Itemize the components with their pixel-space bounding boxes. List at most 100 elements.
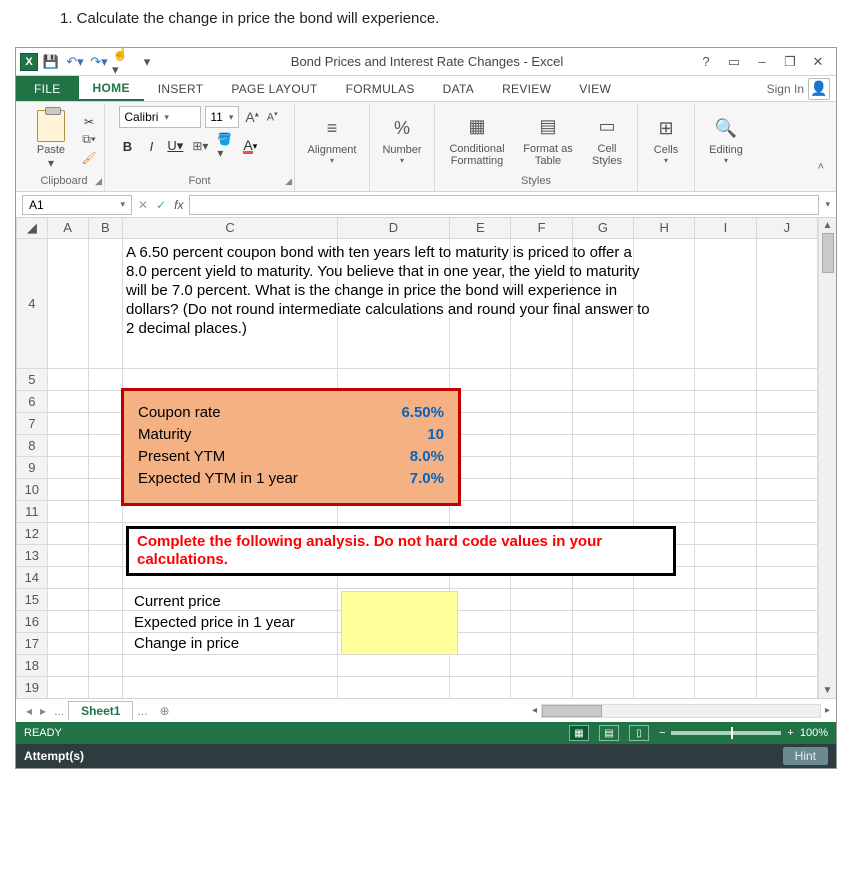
cell[interactable]: [337, 238, 449, 368]
italic-button[interactable]: I: [143, 139, 159, 154]
cell[interactable]: [572, 632, 633, 654]
cell[interactable]: [756, 654, 817, 676]
row-header[interactable]: 5: [17, 368, 48, 390]
cell[interactable]: [695, 632, 756, 654]
cell[interactable]: [47, 676, 88, 698]
cell[interactable]: [572, 566, 633, 588]
cell[interactable]: [123, 478, 338, 500]
cell[interactable]: [337, 500, 449, 522]
cell[interactable]: [47, 434, 88, 456]
cell[interactable]: [634, 434, 695, 456]
cell[interactable]: [634, 632, 695, 654]
cell[interactable]: [123, 368, 338, 390]
cell[interactable]: [511, 238, 572, 368]
redo-icon[interactable]: ↷▾: [88, 51, 110, 73]
row-header[interactable]: 7: [17, 412, 48, 434]
cell[interactable]: [756, 368, 817, 390]
maximize-icon[interactable]: ❐: [780, 54, 800, 70]
scroll-thumb[interactable]: [822, 233, 834, 273]
cell[interactable]: [756, 412, 817, 434]
cell[interactable]: [337, 632, 449, 654]
cell[interactable]: [572, 390, 633, 412]
editing-button[interactable]: 🔍 Editing ▾: [701, 112, 751, 167]
cell[interactable]: [634, 412, 695, 434]
cell[interactable]: [88, 632, 123, 654]
formula-input[interactable]: [189, 195, 819, 215]
cell[interactable]: [634, 588, 695, 610]
cell[interactable]: [450, 390, 511, 412]
sheet-nav-prev-icon[interactable]: ◂: [22, 704, 36, 718]
cell[interactable]: [47, 522, 88, 544]
cell[interactable]: [88, 522, 123, 544]
cell[interactable]: [337, 412, 449, 434]
collapse-ribbon-icon[interactable]: ˄: [818, 161, 824, 173]
cell[interactable]: [47, 478, 88, 500]
cancel-formula-icon[interactable]: ✕: [138, 198, 148, 212]
cell[interactable]: [123, 522, 338, 544]
cell[interactable]: [756, 522, 817, 544]
cell[interactable]: [511, 566, 572, 588]
page-layout-view-icon[interactable]: ▤: [599, 725, 619, 741]
font-name-select[interactable]: Calibri▾: [119, 106, 201, 128]
row-header[interactable]: 9: [17, 456, 48, 478]
col-header[interactable]: A: [47, 218, 88, 238]
row-header[interactable]: 11: [17, 500, 48, 522]
sheet-nav-next-icon[interactable]: ▸: [36, 704, 50, 718]
cell[interactable]: [756, 632, 817, 654]
cell[interactable]: [47, 456, 88, 478]
cell[interactable]: [450, 588, 511, 610]
cell[interactable]: [695, 654, 756, 676]
cell[interactable]: [450, 500, 511, 522]
row-header[interactable]: 8: [17, 434, 48, 456]
col-header[interactable]: C: [123, 218, 338, 238]
number-button[interactable]: % Number ▾: [376, 112, 428, 167]
cell[interactable]: [47, 390, 88, 412]
cell[interactable]: [756, 676, 817, 698]
bold-button[interactable]: B: [119, 139, 135, 154]
cut-icon[interactable]: ✂: [80, 114, 98, 130]
cell[interactable]: [88, 412, 123, 434]
cell[interactable]: [572, 368, 633, 390]
col-header[interactable]: I: [695, 218, 756, 238]
cell[interactable]: [695, 478, 756, 500]
cell[interactable]: [511, 654, 572, 676]
cell[interactable]: [450, 610, 511, 632]
cell[interactable]: [47, 412, 88, 434]
clipboard-launcher-icon[interactable]: ◢: [95, 176, 102, 187]
cell[interactable]: [634, 500, 695, 522]
cell[interactable]: [756, 544, 817, 566]
cell[interactable]: [695, 412, 756, 434]
zoom-control[interactable]: − + 100%: [659, 727, 828, 739]
row-header[interactable]: 16: [17, 610, 48, 632]
cell[interactable]: [695, 238, 756, 368]
zoom-slider[interactable]: [671, 731, 781, 735]
cell[interactable]: [88, 434, 123, 456]
name-box[interactable]: A1 ▾: [22, 195, 132, 215]
cell[interactable]: [450, 478, 511, 500]
cell[interactable]: [634, 566, 695, 588]
cell[interactable]: [695, 368, 756, 390]
cell[interactable]: [756, 566, 817, 588]
cell[interactable]: [47, 610, 88, 632]
copy-icon[interactable]: ⧉▾: [80, 132, 98, 148]
cell[interactable]: [88, 654, 123, 676]
sheet-dots[interactable]: ...: [133, 704, 151, 718]
cell[interactable]: [337, 368, 449, 390]
help-icon[interactable]: ?: [696, 54, 716, 70]
cell[interactable]: [337, 588, 449, 610]
font-launcher-icon[interactable]: ◢: [285, 176, 292, 187]
cell[interactable]: [572, 434, 633, 456]
hint-button[interactable]: Hint: [783, 747, 828, 765]
hscroll-right-icon[interactable]: ▸: [825, 705, 830, 716]
vertical-scrollbar[interactable]: ▲ ▼: [818, 218, 836, 698]
col-header[interactable]: F: [511, 218, 572, 238]
cell[interactable]: [337, 544, 449, 566]
ribbon-options-icon[interactable]: ▭: [724, 54, 744, 70]
cell[interactable]: [572, 610, 633, 632]
touch-mode-icon[interactable]: ☝▾: [112, 51, 134, 73]
cell[interactable]: [511, 632, 572, 654]
cell[interactable]: [756, 588, 817, 610]
cell[interactable]: [511, 500, 572, 522]
normal-view-icon[interactable]: ▦: [569, 725, 589, 741]
cell-styles-button[interactable]: ▭ Cell Styles: [583, 111, 631, 169]
